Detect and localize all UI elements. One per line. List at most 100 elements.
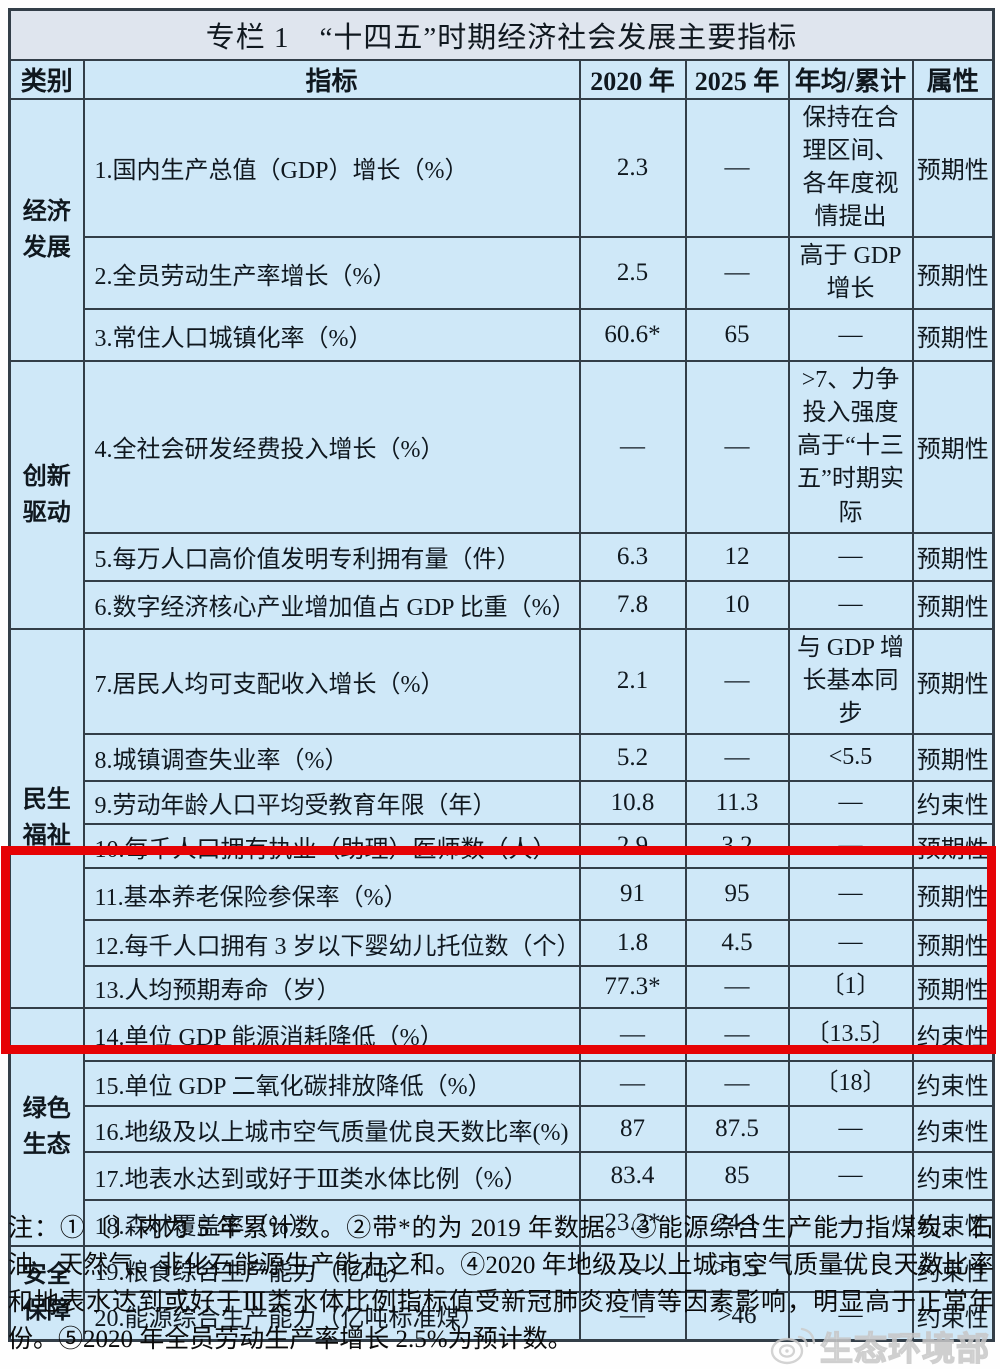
value-2025-cell: 24.1	[684, 1199, 790, 1248]
attribute-cell: 预期性	[911, 823, 995, 870]
annual-cumulative-cell: 〔1〕	[787, 965, 914, 1010]
value-2025-cell: —	[684, 235, 790, 311]
indicator-row: 8.城镇调查失业率（%） 5.2— <5.5 预期性	[10, 733, 995, 783]
attribute-cell: 预期性	[911, 308, 995, 363]
value-2025-cell: 87.5	[684, 1105, 790, 1154]
value-2025-cell: 85	[684, 1151, 790, 1202]
indicator-cell: 16.地级及以上城市空气质量优良天数比率(%)	[82, 1105, 581, 1154]
col-header-annual: 年均/累计	[787, 58, 914, 100]
col-header-2020: 2020 年	[578, 58, 687, 100]
indicator-row: 16.地级及以上城市空气质量优良天数比率(%) 87 87.5— 约束性	[10, 1105, 995, 1154]
attribute-cell: 约束性	[911, 1060, 995, 1108]
attribute-cell: 预期性	[911, 919, 995, 968]
value-2025-cell: 10	[684, 579, 790, 630]
attribute-cell: 预期性	[911, 235, 995, 311]
col-header-attribute: 属性	[911, 58, 995, 100]
category-label: 经济发展	[22, 198, 71, 261]
value-2020-cell: —	[578, 1007, 687, 1063]
indicator-cell: 17.地表水达到或好于Ⅲ类水体比例（%）	[82, 1151, 581, 1202]
footnote: 注：①〔〕内为 5 年累计数。②带*的为 2019 年数据。③能源综合生产能力指…	[8, 1215, 994, 1353]
indicator-row: 2.全员劳动生产率增长（%） 2.5— 高于 GDP 增长 预期性	[10, 235, 995, 311]
category-cell-4: 安全保障	[8, 1245, 85, 1342]
value-2020-cell: 60.6*	[578, 308, 687, 363]
value-2020-cell: 7.8	[578, 579, 687, 630]
attribute-cell: 约束性	[911, 1199, 995, 1248]
annual-cumulative-cell: —	[787, 579, 914, 630]
value-2020-cell: —	[578, 360, 687, 534]
annual-cumulative-cell: —	[787, 780, 914, 826]
value-2025-cell: —	[684, 627, 790, 736]
value-2025-cell: >46	[684, 1291, 790, 1342]
annual-cumulative-cell: 高于 GDP 增长	[787, 235, 914, 311]
attribute-cell: 预期性	[911, 360, 995, 534]
value-2020-cell: 6.3	[578, 531, 687, 582]
header-row: 类别 指标 2020 年 2025 年 年均/累计 属性	[8, 58, 995, 100]
indicator-row: 6.数字经济核心产业增加值占 GDP 比重（%） 7.8 10— 预期性	[10, 579, 995, 630]
value-2020-cell: 5.2	[578, 733, 687, 783]
indicator-cell: 11.基本养老保险参保率（%）	[82, 867, 581, 922]
attribute-cell: 约束性	[911, 1105, 995, 1154]
annual-cumulative-cell: <5.5	[787, 733, 914, 783]
attribute-cell: 预期性	[911, 97, 995, 238]
category-cell-2: 民生福祉	[8, 627, 85, 1010]
value-2020-cell: 2.3	[578, 97, 687, 238]
value-2025-cell: —	[684, 97, 790, 238]
watermark-text: 生态环境部	[819, 1331, 990, 1368]
indicator-row: 20.能源综合生产能力（亿吨标准煤） — >46— 约束性	[10, 1291, 995, 1342]
indicator-cell: 7.居民人均可支配收入增长（%）	[82, 627, 581, 736]
indicator-cell: 1.国内生产总值（GDP）增长（%）	[82, 97, 581, 238]
indicator-cell: 5.每万人口高价值发明专利拥有量（件）	[82, 531, 581, 582]
value-2025-cell: 65	[684, 308, 790, 363]
annual-cumulative-cell: —	[787, 1105, 914, 1154]
indicator-cell: 18.森林覆盖率（%）	[82, 1199, 581, 1248]
attribute-cell: 预期性	[911, 733, 995, 783]
annual-cumulative-cell: >7、力争投入强度高于“十三五”时期实际	[787, 360, 914, 534]
attribute-cell: 约束性	[911, 1291, 995, 1342]
value-2025-cell: —	[684, 1007, 790, 1063]
annual-cumulative-cell: —	[787, 1245, 914, 1294]
weibo-logo-icon	[770, 1327, 816, 1365]
attribute-cell: 预期性	[911, 531, 995, 582]
value-2020-cell: —	[578, 1291, 687, 1342]
attribute-cell: 约束性	[911, 780, 995, 826]
indicator-cell: 9.劳动年龄人口平均受教育年限（年）	[82, 780, 581, 826]
annual-cumulative-cell: —	[787, 867, 914, 922]
indicator-cell: 4.全社会研发经费投入增长（%）	[82, 360, 581, 534]
indicator-row: 民生福祉 7.居民人均可支配收入增长（%） 2.1— 与 GDP 增长基本同步 预期性	[8, 627, 995, 1010]
category-label: 绿色生态	[22, 1096, 71, 1159]
indicator-cell: 10.每千人口拥有执业（助理）医师数（人）	[82, 823, 581, 870]
value-2020-cell: 87	[578, 1105, 687, 1154]
indicator-row: 9.劳动年龄人口平均受教育年限（年） 10.8 11.3— 约束性	[10, 780, 995, 826]
annual-cumulative-cell: 〔18〕	[787, 1060, 914, 1108]
col-header-2025: 2025 年	[684, 58, 790, 100]
indicator-row: 5.每万人口高价值发明专利拥有量（件） 6.3 12— 预期性	[10, 531, 995, 582]
value-2020-cell: 77.3*	[578, 965, 687, 1010]
indicator-row: 安全保障 19.粮食综合生产能力（亿吨） — >6.5— 约束性	[8, 1245, 995, 1342]
value-2025-cell: —	[684, 1060, 790, 1108]
value-2020-cell: 1.8	[578, 919, 687, 968]
indicator-row: 3.常住人口城镇化率（%） 60.6* 65— 预期性	[10, 308, 995, 363]
value-2020-cell: —	[578, 1245, 687, 1294]
value-2025-cell: 95	[684, 867, 790, 922]
value-2025-cell: >6.5	[684, 1245, 790, 1294]
annual-cumulative-cell: —	[787, 1199, 914, 1248]
indicator-row: 15.单位 GDP 二氧化碳排放降低（%） — — 〔18〕 约束性	[10, 1060, 995, 1108]
indicator-row: 创新驱动 4.全社会研发经费投入增长（%） — — >7、力争投入强度高于“十三五”时期…	[8, 360, 995, 630]
value-2020-cell: 2.9	[578, 823, 687, 870]
value-2020-cell: 2.1	[578, 627, 687, 736]
annual-cumulative-cell: 〔13.5〕	[787, 1007, 914, 1063]
value-2025-cell: 4.5	[684, 919, 790, 968]
value-2025-cell: 11.3	[684, 780, 790, 826]
value-2025-cell: —	[684, 733, 790, 783]
annual-cumulative-cell: —	[787, 308, 914, 363]
annual-cumulative-cell: 保持在合理区间、各年度视情提出	[787, 97, 914, 238]
indicator-row: 17.地表水达到或好于Ⅲ类水体比例（%） 83.4 85— 约束性	[10, 1151, 995, 1202]
category-label: 民生福祉	[22, 787, 71, 850]
indicator-cell: 2.全员劳动生产率增长（%）	[82, 235, 581, 311]
attribute-cell: 预期性	[911, 579, 995, 630]
title-row: 专栏 1 “十四五”时期经济社会发展主要指标	[8, 8, 995, 61]
watermark: 生态环境部	[768, 1322, 990, 1369]
value-2025-cell: —	[684, 360, 790, 534]
indicator-cell: 3.常住人口城镇化率（%）	[82, 308, 581, 363]
